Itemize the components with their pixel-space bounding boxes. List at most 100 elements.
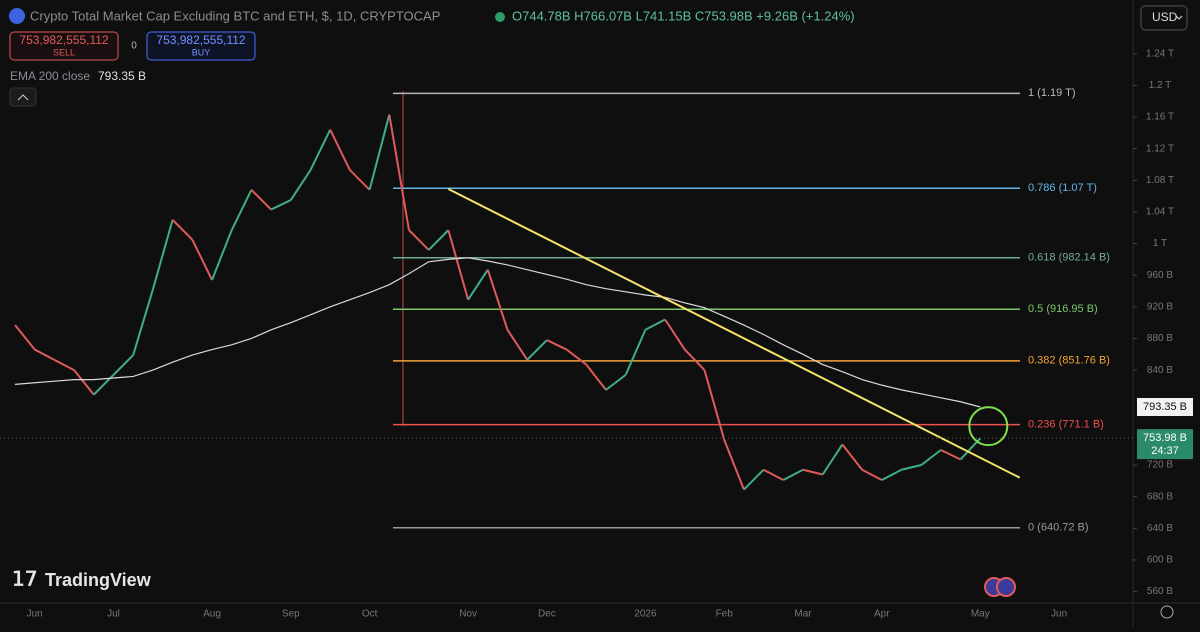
price-segment — [703, 369, 726, 440]
y-tick-label: 680 B — [1147, 491, 1173, 502]
price-segment — [388, 114, 410, 231]
y-tick-label: 1 T — [1153, 238, 1167, 249]
y-tick-label: 1.24 T — [1146, 48, 1174, 59]
y-tick-label: 600 B — [1147, 555, 1173, 566]
ema-tag-label: 793.35 B — [1143, 401, 1187, 413]
fib-label: 1 (1.19 T) — [1028, 87, 1076, 99]
price-segment — [329, 129, 351, 171]
chart-title: Crypto Total Market Cap Excluding BTC an… — [30, 8, 440, 23]
ema-line — [14, 257, 981, 408]
price-segment — [230, 189, 253, 231]
sell-price[interactable]: 753,982,555,112 — [19, 33, 109, 47]
price-segment — [250, 189, 272, 211]
price-segment — [151, 219, 174, 290]
price-segment — [467, 269, 489, 301]
price-segment — [34, 348, 55, 361]
x-tick-label: May — [971, 609, 990, 620]
price-segment — [782, 468, 804, 481]
symbol-icon — [9, 8, 25, 24]
x-tick-label: Dec — [538, 609, 556, 620]
x-tick-label: Aug — [203, 609, 221, 620]
y-tick-label: 560 B — [1147, 586, 1173, 597]
price-segment — [743, 469, 765, 491]
y-tick-label: 1.08 T — [1146, 175, 1174, 186]
x-tick-label: Apr — [874, 609, 890, 620]
status-dot — [495, 12, 505, 22]
dropdown-icon — [1175, 15, 1183, 20]
highlight-circle — [968, 406, 1009, 447]
ohlc: O744.78B H766.07B L741.15B C753.98B +9.2… — [512, 8, 855, 23]
price-segment — [546, 339, 568, 351]
x-tick-label: Nov — [459, 609, 477, 620]
fib-label: 0 (640.72 B) — [1028, 522, 1089, 534]
buy-button[interactable] — [146, 31, 256, 61]
price-segment — [920, 449, 942, 466]
price-segment — [73, 369, 95, 396]
price-tag-label: 753.98 B — [1143, 432, 1187, 444]
y-tick-label: 960 B — [1147, 270, 1173, 281]
settings-icon[interactable] — [1160, 605, 1174, 619]
currency-button[interactable] — [1140, 5, 1188, 31]
event-icon[interactable] — [996, 577, 1016, 597]
price-segment — [841, 443, 863, 471]
x-tick-label: Sep — [282, 609, 300, 620]
collapse-icon — [17, 94, 29, 101]
price-segment — [802, 468, 823, 476]
price-segment — [821, 443, 844, 476]
y-tick-label: 1.2 T — [1149, 80, 1172, 91]
x-tick-label: Jul — [107, 609, 120, 620]
price-segment — [309, 129, 332, 171]
price-segment — [506, 329, 529, 361]
y-tick-label: 1.16 T — [1146, 112, 1174, 123]
price-segment — [901, 464, 922, 471]
price-segment — [211, 229, 233, 281]
price-segment — [605, 374, 627, 391]
price-segment — [132, 289, 154, 356]
y-tick-label: 840 B — [1147, 365, 1173, 376]
price-segment — [408, 229, 430, 251]
price-segment — [53, 358, 75, 372]
y-tick-label: 640 B — [1147, 523, 1173, 534]
sell-label[interactable]: SELL — [53, 47, 75, 57]
collapse-button[interactable] — [9, 87, 37, 107]
x-tick-label: Feb — [716, 609, 734, 620]
price-segment — [664, 318, 686, 351]
sell-button[interactable] — [9, 31, 119, 61]
countdown: 24:37 — [1151, 445, 1179, 457]
price-segment — [270, 199, 292, 211]
price-segment — [565, 348, 587, 366]
price-segment — [644, 318, 666, 331]
x-tick-label: Jun — [27, 609, 43, 620]
fib-label: 0.5 (916.95 B) — [1028, 303, 1098, 315]
y-tick-label: 920 B — [1147, 301, 1173, 312]
price-segment — [624, 329, 647, 376]
price-segment — [486, 269, 509, 331]
price-segment — [763, 468, 784, 481]
indicator-value: 793.35 B — [98, 69, 146, 83]
price-segment — [171, 219, 194, 241]
fib-label: 0.382 (851.76 B) — [1028, 355, 1110, 367]
trendline — [447, 188, 1021, 479]
x-tick-label: Oct — [362, 609, 378, 620]
y-tick-label: 720 B — [1147, 460, 1173, 471]
x-tick-label: 2026 — [634, 609, 657, 620]
buy-label[interactable]: BUY — [192, 47, 211, 57]
price-segment — [881, 468, 902, 481]
buy-price[interactable]: 753,982,555,112 — [156, 33, 246, 47]
fib-label: 0.236 (771.1 B) — [1028, 419, 1104, 431]
price-segment — [684, 348, 706, 371]
price-segment — [289, 169, 312, 201]
price-segment — [14, 324, 36, 351]
price-segment — [940, 449, 962, 461]
price-segment — [526, 339, 548, 361]
brand: TradingView — [45, 570, 152, 590]
spread: 0 — [131, 41, 137, 52]
ema-tag — [1137, 398, 1193, 417]
currency[interactable]: USD — [1152, 10, 1178, 24]
brand-logo: 𝟣𝟩 — [12, 568, 37, 590]
y-tick-label: 1.04 T — [1146, 207, 1174, 218]
price-segment — [112, 354, 134, 376]
